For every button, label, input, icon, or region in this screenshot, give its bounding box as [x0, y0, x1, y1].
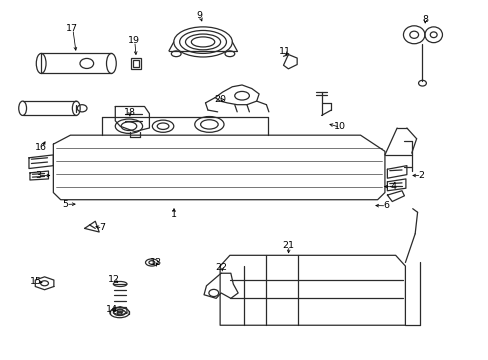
- Text: 7: 7: [99, 223, 105, 232]
- Text: 18: 18: [123, 108, 135, 117]
- Text: 9: 9: [196, 11, 202, 20]
- Text: 8: 8: [421, 15, 427, 24]
- Text: 13: 13: [149, 258, 162, 267]
- Text: 5: 5: [62, 199, 68, 208]
- Text: 14: 14: [106, 305, 118, 314]
- Text: 2: 2: [417, 171, 423, 180]
- Text: 17: 17: [66, 24, 78, 33]
- Text: 3: 3: [35, 171, 41, 180]
- Text: 19: 19: [128, 36, 140, 45]
- Text: 16: 16: [35, 143, 47, 152]
- Text: 12: 12: [108, 275, 120, 284]
- Text: 10: 10: [333, 122, 345, 131]
- Text: 4: 4: [389, 182, 395, 191]
- Text: 11: 11: [278, 47, 290, 56]
- Text: 6: 6: [382, 201, 388, 210]
- Bar: [131, 58, 141, 69]
- Text: 21: 21: [282, 241, 294, 250]
- Text: 15: 15: [30, 276, 42, 285]
- Bar: [133, 60, 139, 67]
- Text: 22: 22: [215, 264, 227, 273]
- Text: 20: 20: [214, 95, 226, 104]
- Text: 1: 1: [170, 210, 177, 219]
